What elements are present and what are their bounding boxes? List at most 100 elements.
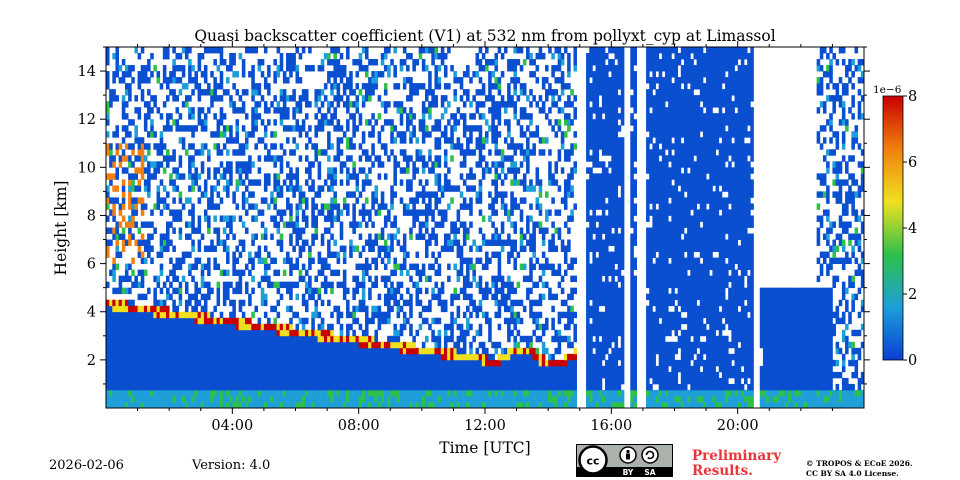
heatmap-cell [570,293,574,301]
heatmap-cell [131,257,135,264]
heatmap-cell [314,365,319,373]
heatmap-cell [541,347,546,355]
heatmap-cell [191,353,195,361]
heatmap-cell [128,83,132,90]
heatmap-cell [248,347,252,355]
heatmap-cell [248,401,252,408]
heatmap-cell [172,347,176,355]
heatmap-cell [589,359,593,367]
heatmap-cell [172,353,176,361]
heatmap-cell [393,47,397,54]
heatmap-cell [229,335,233,343]
heatmap-cell [143,293,148,301]
heatmap-cell [181,401,186,408]
heatmap-cell [153,173,157,180]
heatmap-cell [150,377,154,385]
heatmap-cell [434,257,439,264]
heatmap-cell [286,257,290,264]
heatmap-cell [440,53,445,60]
heatmap-cell [301,95,306,102]
heatmap-cell [251,359,255,367]
heatmap-cell [109,143,113,150]
heatmap-cell [497,311,502,319]
heatmap-cell [188,251,192,258]
heatmap-cell [298,245,303,252]
heatmap-cell [162,239,167,246]
heatmap-cell [121,245,126,252]
heatmap-cell [251,239,255,246]
heatmap-cell [475,395,480,403]
heatmap-cell [443,401,448,408]
heatmap-cell [241,335,246,343]
heatmap-cell [140,143,145,150]
heatmap-cell [143,389,148,397]
heatmap-cell [346,83,350,90]
heatmap-cell [472,275,476,283]
heatmap-cell [443,329,448,337]
heatmap-cell [226,191,230,198]
heatmap-cell [500,347,505,355]
heatmap-cell [298,371,303,379]
heatmap-cell [178,263,183,271]
heatmap-cell [374,365,379,373]
heatmap-cell [248,323,252,331]
heatmap-cell [431,347,435,355]
heatmap-cell [497,119,502,126]
heatmap-cell [478,59,483,66]
heatmap-cell [497,299,502,307]
heatmap-cell [586,131,590,138]
heatmap-cell [478,323,483,331]
heatmap-cell [560,71,565,78]
heatmap-cell [421,377,426,385]
heatmap-cell [323,227,328,234]
heatmap-cell [513,77,517,84]
heatmap-cell [270,371,274,379]
heatmap-cell [563,185,568,192]
heatmap-cell [311,215,315,222]
heatmap-cell [560,311,565,319]
heatmap-cell [440,95,445,102]
heatmap-cell [191,329,195,337]
heatmap-cell [203,89,208,96]
heatmap-cell [263,173,268,180]
heatmap-cell [519,125,524,132]
heatmap-cell [147,239,151,246]
heatmap-cell [169,281,173,289]
heatmap-cell [314,233,319,240]
heatmap-cell [213,113,217,120]
heatmap-cell [301,293,306,301]
heatmap-cell [339,161,344,168]
heatmap-cell [279,59,284,66]
heatmap-cell [355,83,360,90]
heatmap-cell [390,119,394,126]
heatmap-cell [456,365,461,373]
heatmap-cell [447,137,451,144]
heatmap-cell [137,323,142,331]
heatmap-cell [301,209,306,216]
heatmap-cell [181,359,186,367]
heatmap-cell [424,239,429,246]
heatmap-cell [371,335,375,343]
heatmap-cell [304,269,309,277]
heatmap-cell [541,269,546,277]
heatmap-cell [251,161,255,168]
heatmap-cell [184,401,189,408]
heatmap-cell [361,365,366,373]
heatmap-cell [162,371,167,379]
heatmap-cell [399,101,404,108]
heatmap-cell [573,335,577,343]
heatmap-cell [380,161,385,168]
heatmap-cell [248,371,252,379]
heatmap-cell [554,209,559,216]
heatmap-cell [232,341,236,349]
heatmap-cell [551,53,555,60]
heatmap-cell [548,47,552,54]
heatmap-cell [251,233,255,240]
heatmap-cell [434,71,439,78]
heatmap-cell [289,359,293,367]
heatmap-cell [491,161,495,168]
heatmap-cell [358,59,363,66]
heatmap-cell [150,401,154,408]
heatmap-cell [361,185,366,192]
heatmap-cell [210,401,214,408]
